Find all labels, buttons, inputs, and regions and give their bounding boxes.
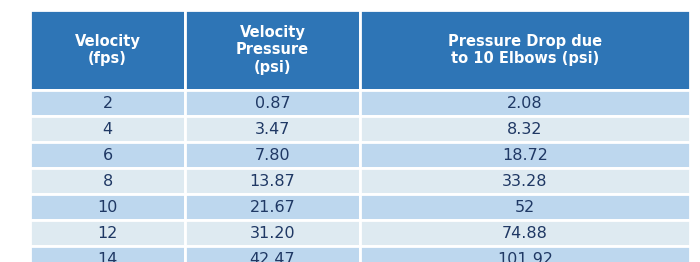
Text: 13.87: 13.87: [250, 173, 295, 188]
Bar: [30, 246, 185, 262]
Bar: [185, 246, 360, 262]
Text: Velocity
(fps): Velocity (fps): [75, 34, 141, 66]
Text: 7.80: 7.80: [255, 148, 290, 162]
Bar: [360, 194, 690, 220]
Text: 52: 52: [515, 199, 535, 215]
Text: 12: 12: [97, 226, 118, 241]
Bar: [360, 10, 690, 90]
Bar: [185, 142, 360, 168]
Text: 21.67: 21.67: [250, 199, 295, 215]
Text: 18.72: 18.72: [502, 148, 548, 162]
Bar: [30, 10, 185, 90]
Text: 33.28: 33.28: [503, 173, 547, 188]
Bar: [185, 220, 360, 246]
Text: 3.47: 3.47: [255, 122, 290, 137]
Bar: [185, 194, 360, 220]
Bar: [360, 142, 690, 168]
Text: Velocity
Pressure
(psi): Velocity Pressure (psi): [236, 25, 309, 75]
Text: 74.88: 74.88: [502, 226, 548, 241]
Text: 2.08: 2.08: [508, 96, 542, 111]
Text: 14: 14: [97, 252, 118, 262]
Text: 8: 8: [102, 173, 113, 188]
Bar: [360, 246, 690, 262]
Bar: [30, 116, 185, 142]
Bar: [185, 116, 360, 142]
Bar: [30, 168, 185, 194]
Text: 6: 6: [102, 148, 113, 162]
Bar: [30, 142, 185, 168]
Text: 0.87: 0.87: [255, 96, 290, 111]
Bar: [185, 168, 360, 194]
Bar: [185, 90, 360, 116]
Text: 42.47: 42.47: [250, 252, 295, 262]
Text: 10: 10: [97, 199, 118, 215]
Bar: [360, 168, 690, 194]
Bar: [30, 90, 185, 116]
Bar: [30, 220, 185, 246]
Text: 8.32: 8.32: [508, 122, 542, 137]
Bar: [360, 220, 690, 246]
Bar: [360, 90, 690, 116]
Text: 31.20: 31.20: [250, 226, 295, 241]
Text: 4: 4: [102, 122, 113, 137]
Bar: [185, 10, 360, 90]
Text: 101.92: 101.92: [497, 252, 553, 262]
Bar: [360, 116, 690, 142]
Text: Pressure Drop due
to 10 Elbows (psi): Pressure Drop due to 10 Elbows (psi): [448, 34, 602, 66]
Bar: [30, 194, 185, 220]
Text: 2: 2: [102, 96, 113, 111]
